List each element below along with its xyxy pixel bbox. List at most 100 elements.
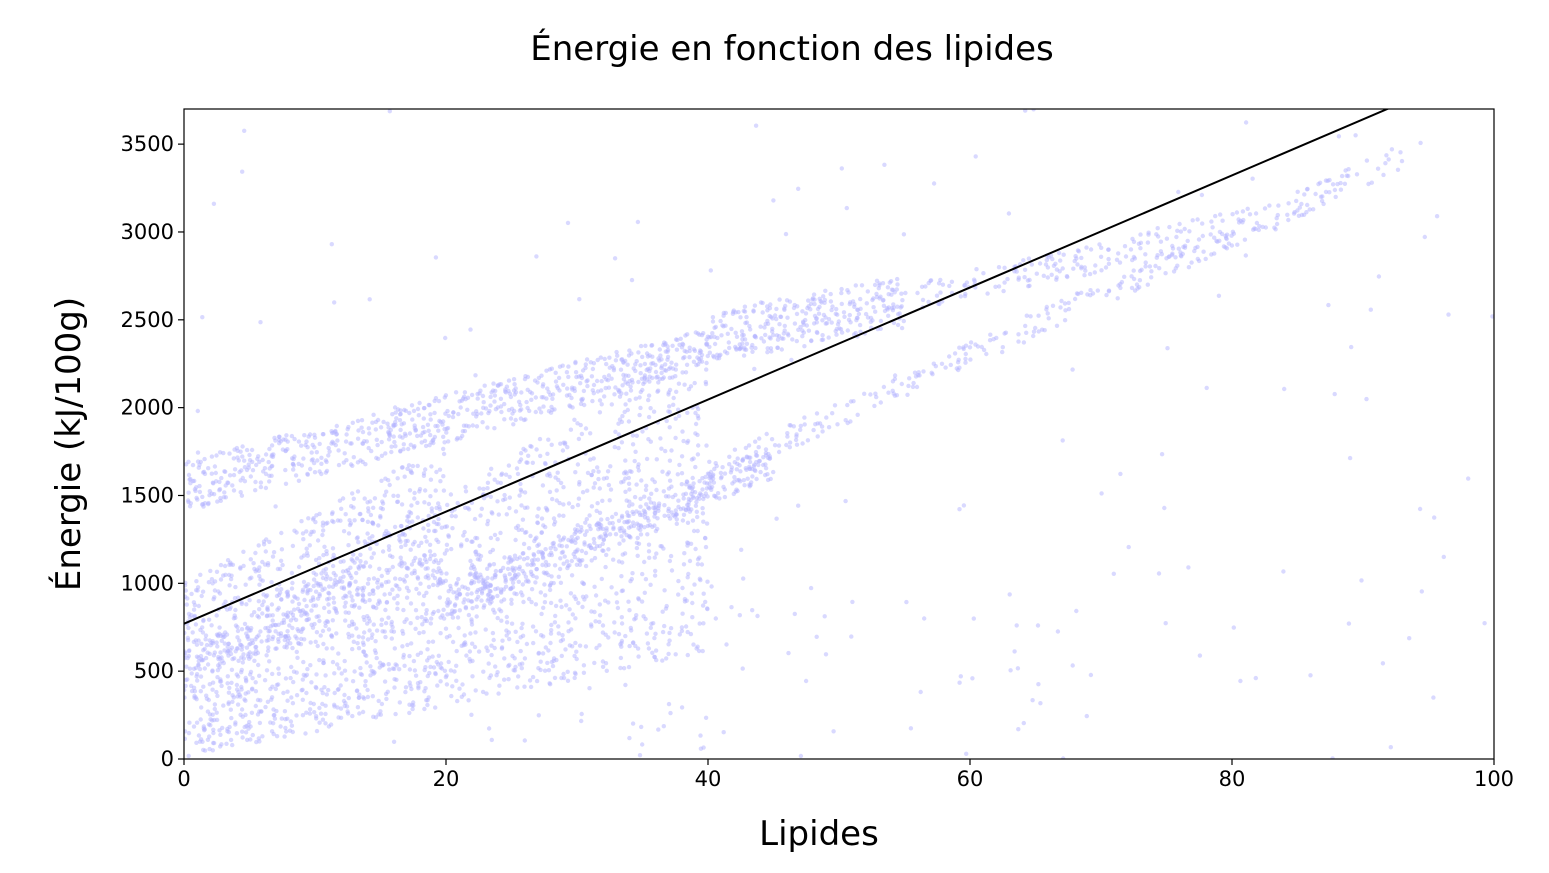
data-point <box>1088 247 1094 252</box>
data-point <box>834 326 840 332</box>
data-point <box>477 543 482 548</box>
data-point <box>310 442 315 448</box>
data-point <box>304 603 309 609</box>
data-point <box>186 490 191 495</box>
data-point <box>862 391 867 396</box>
data-point <box>260 457 265 463</box>
data-point <box>219 742 224 747</box>
data-point <box>230 742 235 748</box>
data-point <box>323 721 328 726</box>
data-point <box>407 410 412 416</box>
data-point <box>535 520 540 525</box>
data-point <box>669 448 674 453</box>
data-point <box>298 642 304 647</box>
data-point <box>871 296 876 301</box>
data-point <box>312 710 317 715</box>
data-point <box>637 753 643 758</box>
data-point <box>499 409 504 415</box>
data-point <box>422 618 427 624</box>
data-point <box>188 481 193 486</box>
data-point <box>228 648 233 653</box>
data-point <box>872 282 878 288</box>
data-point <box>465 407 470 412</box>
data-point <box>630 433 636 438</box>
data-point <box>1039 327 1045 332</box>
data-point <box>1082 273 1087 278</box>
data-point <box>603 632 608 637</box>
data-point <box>198 627 203 633</box>
data-point <box>636 596 641 601</box>
data-point <box>480 393 486 399</box>
data-point <box>1095 288 1101 293</box>
data-point <box>610 364 615 369</box>
data-point <box>930 372 935 377</box>
data-point <box>747 459 753 465</box>
data-point <box>1230 212 1235 217</box>
data-point <box>814 316 819 321</box>
data-point <box>321 552 326 558</box>
data-point <box>638 405 643 411</box>
data-point <box>385 689 390 694</box>
data-point <box>653 369 659 375</box>
data-point <box>540 562 545 568</box>
data-point <box>590 366 596 372</box>
data-point <box>304 439 309 444</box>
data-point <box>549 622 554 628</box>
data-point <box>725 331 730 336</box>
data-point <box>320 628 326 634</box>
data-point <box>560 549 566 555</box>
data-point <box>844 205 849 211</box>
data-point <box>791 424 796 429</box>
data-point <box>273 686 278 692</box>
data-point <box>761 462 766 468</box>
data-point <box>342 692 347 698</box>
data-point <box>1263 225 1269 230</box>
data-point <box>197 739 203 744</box>
data-point <box>434 505 439 511</box>
data-point <box>217 591 223 596</box>
data-point <box>1034 271 1040 276</box>
data-point <box>812 301 817 307</box>
data-point <box>572 675 577 681</box>
data-point <box>409 641 414 646</box>
data-point <box>421 602 426 607</box>
data-point <box>1369 180 1375 185</box>
data-point <box>548 410 554 415</box>
data-point <box>645 641 651 646</box>
data-point <box>402 619 407 625</box>
data-point <box>350 558 355 563</box>
data-point <box>1031 329 1037 334</box>
data-point <box>1000 349 1005 355</box>
data-point <box>656 388 661 393</box>
data-point <box>697 576 702 581</box>
data-point <box>283 481 289 486</box>
data-point <box>497 683 502 688</box>
data-point <box>495 615 500 621</box>
data-point <box>278 558 284 563</box>
data-point <box>626 475 631 481</box>
data-point <box>290 543 296 549</box>
data-point <box>335 438 340 443</box>
data-point <box>229 715 234 721</box>
data-point <box>839 286 844 292</box>
data-point <box>648 500 653 505</box>
data-point <box>606 635 611 640</box>
data-point <box>597 486 602 491</box>
data-point <box>692 490 698 495</box>
data-point <box>1200 233 1206 239</box>
data-point <box>668 626 674 631</box>
data-point <box>591 456 596 461</box>
data-point <box>564 603 569 608</box>
data-point <box>485 648 490 653</box>
data-point <box>402 431 408 436</box>
data-point <box>233 720 238 725</box>
data-point <box>372 648 378 653</box>
data-point <box>1162 505 1167 511</box>
data-point <box>274 593 280 599</box>
data-point <box>522 738 527 743</box>
data-point <box>1128 247 1134 252</box>
data-point <box>560 633 565 638</box>
data-point <box>692 380 697 386</box>
data-point <box>580 490 586 495</box>
data-point <box>666 508 671 514</box>
